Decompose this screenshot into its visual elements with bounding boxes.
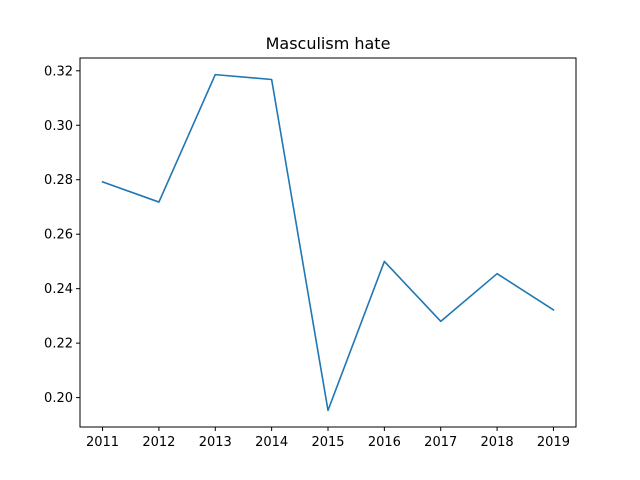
y-tick-label: 0.22 [44, 337, 73, 352]
x-tick-label: 2011 [86, 435, 119, 450]
x-tick-label: 2012 [142, 435, 175, 450]
series-layer [101, 73, 555, 412]
plot-area-frame [79, 57, 577, 428]
chart-title: Masculism hate [266, 34, 391, 53]
x-tick-label: 2015 [311, 435, 344, 450]
y-tick-label: 0.30 [44, 119, 73, 134]
x-tick-label: 2014 [255, 435, 288, 450]
y-tick-label: 0.32 [44, 64, 73, 79]
x-tick-label: 2018 [481, 435, 514, 450]
x-tick-label: 2016 [368, 435, 401, 450]
y-tick-label: 0.20 [44, 391, 73, 406]
series-line [101, 73, 555, 412]
y-tick-label: 0.24 [44, 282, 73, 297]
y-tick-label: 0.26 [44, 228, 73, 243]
x-tick-label: 2019 [537, 435, 570, 450]
y-tick-label: 0.28 [44, 173, 73, 188]
x-tick-label: 2017 [424, 435, 457, 450]
x-axis: 2011 2012 2013 2014 2015 2016 2017 2018 2019 [86, 427, 570, 450]
y-axis: 0.20 0.22 0.24 0.26 0.28 0.30 0.32 [44, 64, 80, 406]
x-tick-label: 2013 [199, 435, 232, 450]
